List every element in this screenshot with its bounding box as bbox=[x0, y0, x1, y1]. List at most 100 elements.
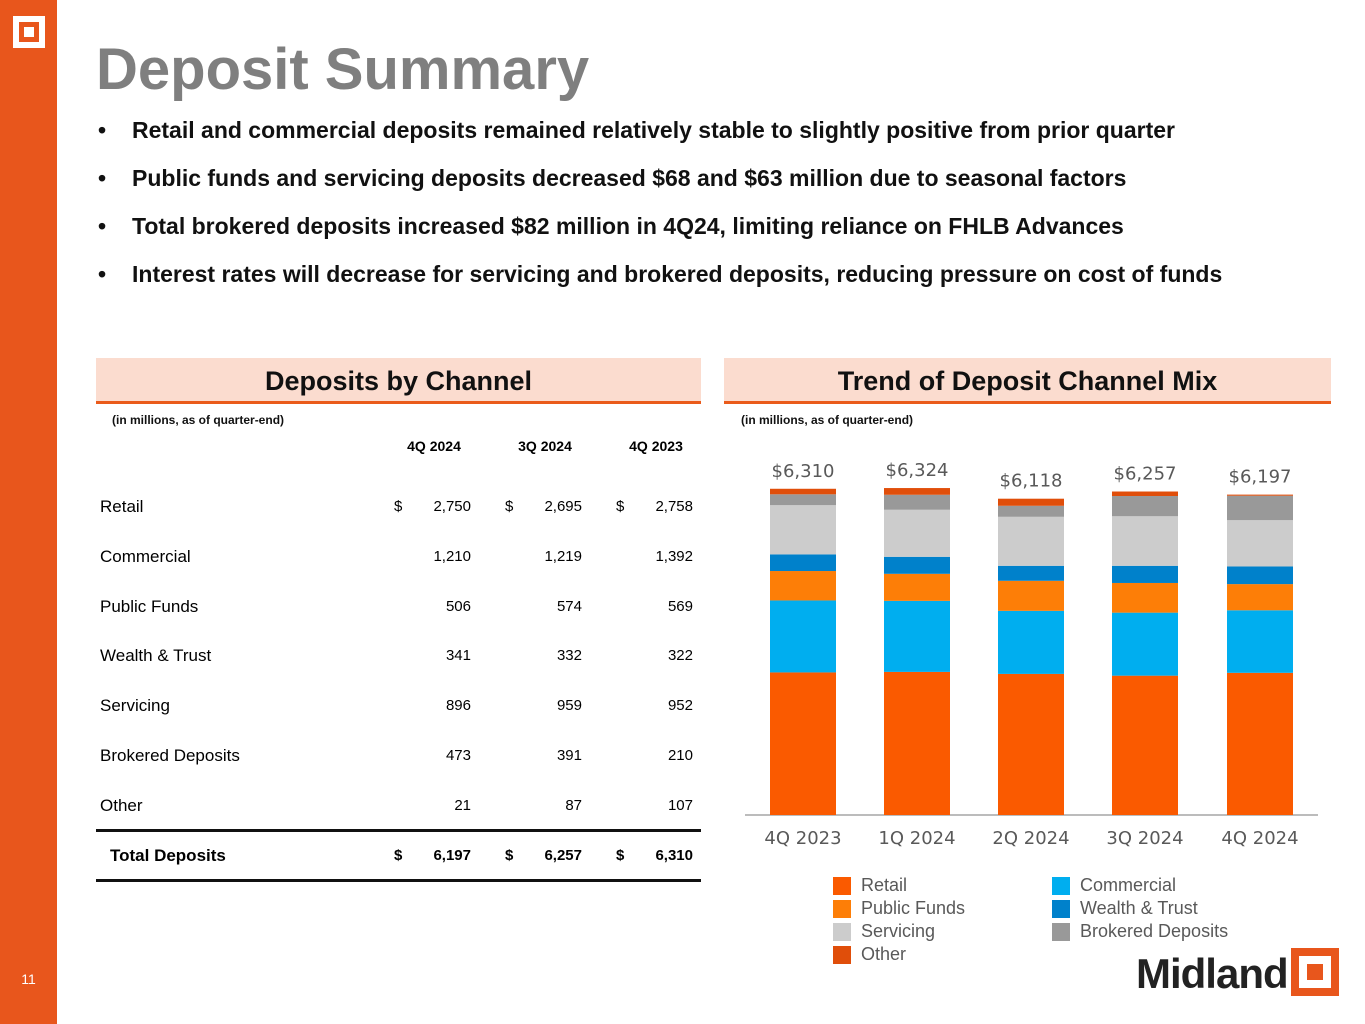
legend-item: Retail bbox=[833, 875, 907, 896]
cell-value: 2,750 bbox=[433, 498, 471, 515]
table-row: Retail $2,750 $2,695 $2,758 bbox=[96, 497, 701, 517]
cell-value: 6,310 bbox=[655, 847, 693, 864]
total-label: $6,257 bbox=[1114, 464, 1177, 485]
x-tick-label: 1Q 2024 bbox=[878, 828, 955, 849]
currency-sign: $ bbox=[616, 847, 625, 864]
table-bottom-rule bbox=[96, 879, 701, 882]
cell-value: 341 bbox=[445, 647, 471, 665]
legend-item: Servicing bbox=[833, 921, 935, 942]
bar-segment-wealth-trust bbox=[1112, 565, 1178, 583]
legend-item: Brokered Deposits bbox=[1052, 921, 1228, 942]
col-header: 3Q 2024 bbox=[518, 438, 572, 454]
row-label: Retail bbox=[100, 497, 144, 516]
row-label: Wealth & Trust bbox=[100, 646, 212, 666]
bar-segment-public-funds bbox=[770, 571, 836, 601]
table-note: (in millions, as of quarter-end) bbox=[112, 413, 285, 427]
bar-segment-servicing bbox=[884, 509, 950, 557]
cell-value: 959 bbox=[556, 697, 582, 715]
legend-swatch bbox=[1052, 876, 1070, 895]
legend-swatch bbox=[833, 945, 851, 964]
col-header: 4Q 2023 bbox=[629, 438, 683, 454]
row-label: Servicing bbox=[100, 696, 170, 716]
cell-value: 506 bbox=[445, 597, 471, 615]
bar-segment-commercial bbox=[770, 600, 836, 673]
page-number: 11 bbox=[21, 971, 36, 987]
bar-segment-other bbox=[1112, 491, 1178, 497]
cell-value: 952 bbox=[667, 697, 693, 715]
row-label: Brokered Deposits bbox=[100, 746, 240, 765]
bar-segment-brokered-deposits bbox=[1112, 496, 1178, 517]
total-label: $6,324 bbox=[886, 460, 949, 481]
chart-note: (in millions, as of quarter-end) bbox=[741, 413, 914, 427]
bar-segment-retail bbox=[770, 672, 836, 815]
bar-segment-other bbox=[998, 498, 1064, 506]
currency-sign: $ bbox=[394, 847, 403, 864]
total-label: $6,310 bbox=[772, 461, 835, 482]
table-section-title: Deposits by Channel bbox=[96, 358, 701, 404]
bar-segment-public-funds bbox=[1227, 584, 1293, 611]
sidebar-band: 11 bbox=[0, 0, 57, 1024]
total-divider bbox=[96, 829, 701, 832]
table-row: Public Funds 506 574 569 bbox=[96, 597, 701, 617]
currency-sign: $ bbox=[505, 847, 514, 864]
bullet: Interest rates will decrease for servici… bbox=[96, 262, 1296, 288]
bar-segment-commercial bbox=[884, 600, 950, 672]
legend-label: Brokered Deposits bbox=[1080, 921, 1229, 941]
cell-value: 2,758 bbox=[655, 498, 693, 515]
legend-item: Public Funds bbox=[833, 898, 965, 919]
bar-segment-servicing bbox=[998, 516, 1064, 566]
legend-label: Servicing bbox=[861, 921, 936, 941]
bar-segment-wealth-trust bbox=[1227, 566, 1293, 585]
cell-value: 574 bbox=[556, 597, 582, 615]
cell-value: 6,197 bbox=[433, 847, 471, 864]
bar-segment-retail bbox=[1227, 672, 1293, 815]
x-tick-label: 2Q 2024 bbox=[992, 828, 1069, 849]
bar-segment-public-funds bbox=[1112, 582, 1178, 613]
brand-logo-icon bbox=[1291, 948, 1339, 996]
legend-label: Public Funds bbox=[861, 898, 966, 918]
bar-segment-commercial bbox=[1112, 612, 1178, 676]
legend-swatch bbox=[833, 899, 851, 918]
table-row: Brokered Deposits 473 391 210 bbox=[96, 746, 701, 766]
col-header: 4Q 2024 bbox=[407, 438, 461, 454]
bullet-list: Retail and commercial deposits remained … bbox=[96, 118, 1296, 310]
legend-item: Commercial bbox=[1052, 875, 1176, 896]
chart-section-title: Trend of Deposit Channel Mix bbox=[724, 358, 1331, 404]
bullet: Total brokered deposits increased $82 mi… bbox=[96, 214, 1296, 240]
currency-sign: $ bbox=[394, 498, 403, 515]
logo-icon bbox=[13, 16, 45, 48]
x-tick-label: 3Q 2024 bbox=[1106, 828, 1183, 849]
total-row: Total Deposits $6,197 $6,257 $6,310 bbox=[96, 846, 701, 866]
bar-segment-public-funds bbox=[884, 573, 950, 601]
cell-value: 1,219 bbox=[544, 547, 582, 565]
brand-name: Midland bbox=[1136, 950, 1289, 997]
legend-label: Other bbox=[861, 944, 907, 964]
legend-label: Commercial bbox=[1080, 875, 1177, 895]
row-label: Total Deposits bbox=[110, 846, 226, 865]
table-row: Other 21 87 107 bbox=[96, 796, 701, 816]
bar-segment-wealth-trust bbox=[998, 565, 1064, 581]
bar-segment-commercial bbox=[1227, 610, 1293, 673]
bar-segment-servicing bbox=[1112, 516, 1178, 566]
bar-segment-retail bbox=[1112, 675, 1178, 815]
currency-sign: $ bbox=[616, 498, 625, 515]
bar-segment-retail bbox=[998, 673, 1064, 815]
currency-sign: $ bbox=[505, 498, 514, 515]
legend-swatch bbox=[833, 876, 851, 895]
cell-value: 6,257 bbox=[544, 847, 582, 864]
row-label: Commercial bbox=[100, 546, 191, 566]
cell-value: 21 bbox=[454, 796, 471, 814]
legend-item: Wealth & Trust bbox=[1052, 898, 1198, 919]
row-label: Public Funds bbox=[100, 596, 199, 616]
bar-segment-public-funds bbox=[998, 580, 1064, 611]
x-tick-label: 4Q 2024 bbox=[1221, 828, 1298, 849]
table-row: Wealth & Trust 341 332 322 bbox=[96, 646, 701, 666]
legend-item: Other bbox=[833, 944, 906, 965]
bar-segment-brokered-deposits bbox=[770, 494, 836, 506]
legend-swatch bbox=[1052, 899, 1070, 918]
cell-value: 87 bbox=[565, 796, 582, 814]
bar-segment-retail bbox=[884, 671, 950, 815]
table-row: Commercial 1,210 1,219 1,392 bbox=[96, 547, 701, 567]
cell-value: 210 bbox=[667, 747, 693, 764]
